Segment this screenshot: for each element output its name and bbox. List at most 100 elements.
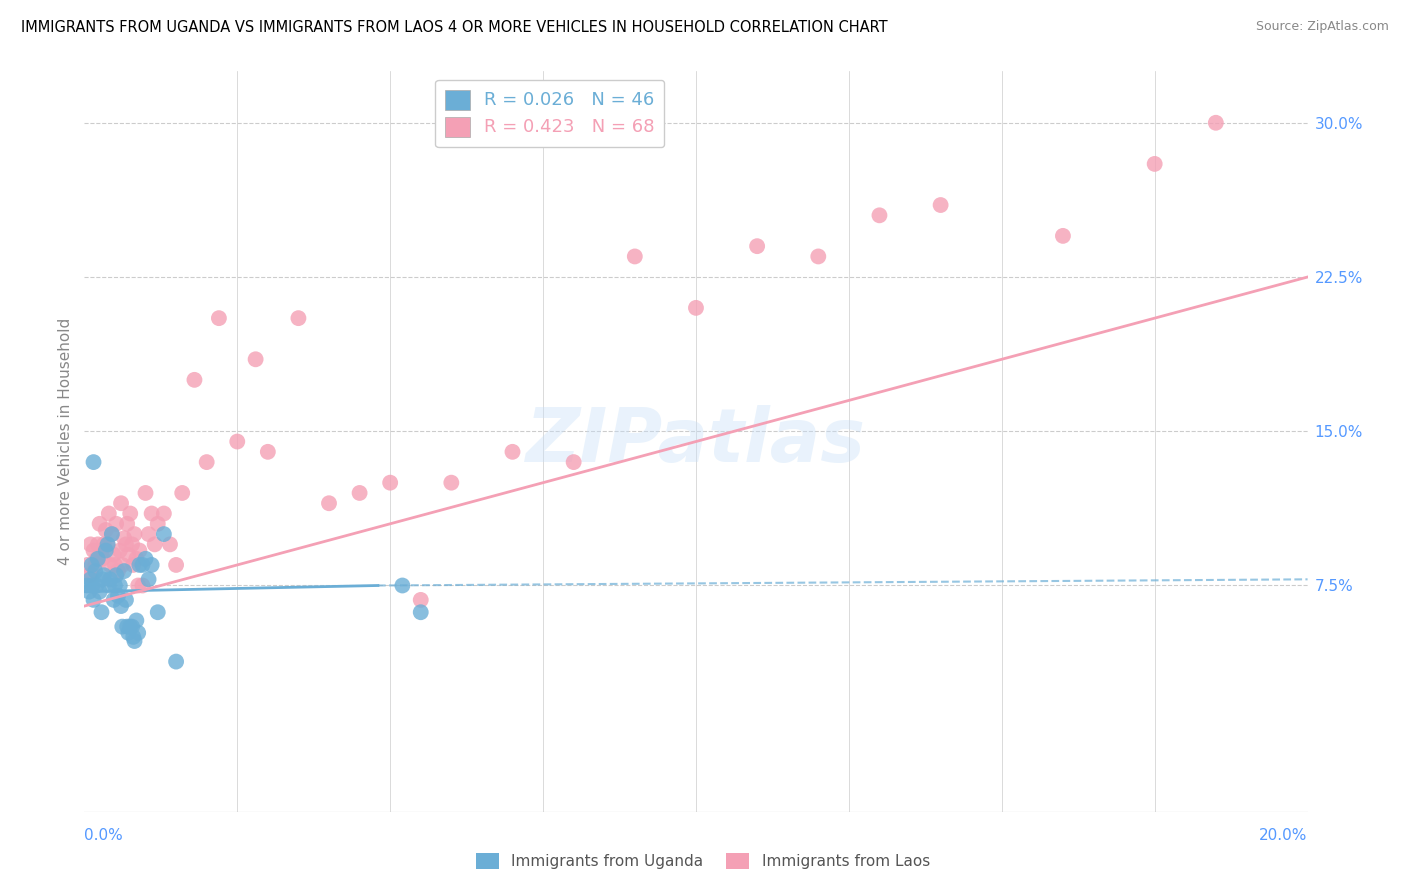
Point	[121, 620, 143, 634]
Point	[91, 551, 114, 566]
Point	[159, 537, 181, 551]
Point	[245, 352, 267, 367]
Point	[86, 578, 108, 592]
Point	[97, 578, 120, 592]
Point	[409, 605, 432, 619]
Point	[110, 496, 132, 510]
Point	[76, 558, 98, 572]
Point	[349, 486, 371, 500]
Point	[103, 548, 125, 562]
Point	[226, 434, 249, 449]
Point	[105, 516, 128, 531]
Point	[101, 527, 124, 541]
Point	[131, 578, 153, 592]
Point	[117, 625, 139, 640]
Point	[103, 593, 125, 607]
Text: IMMIGRANTS FROM UGANDA VS IMMIGRANTS FROM LAOS 4 OR MORE VEHICLES IN HOUSEHOLD C: IMMIGRANTS FROM UGANDA VS IMMIGRANTS FRO…	[21, 20, 887, 35]
Point	[112, 531, 135, 545]
Point	[128, 558, 150, 572]
Point	[869, 208, 891, 222]
Point	[105, 568, 128, 582]
Point	[409, 593, 432, 607]
Legend: Immigrants from Uganda, Immigrants from Laos: Immigrants from Uganda, Immigrants from …	[470, 847, 936, 875]
Point	[89, 516, 111, 531]
Point	[97, 537, 120, 551]
Point	[124, 527, 146, 541]
Point	[97, 537, 120, 551]
Point	[122, 630, 145, 644]
Point	[747, 239, 769, 253]
Point	[90, 543, 112, 558]
Point	[83, 455, 105, 469]
Point	[146, 605, 169, 619]
Point	[117, 548, 139, 562]
Point	[86, 551, 108, 566]
Text: 20.0%: 20.0%	[1260, 828, 1308, 843]
Text: 0.0%: 0.0%	[84, 828, 124, 843]
Point	[98, 558, 121, 572]
Point	[121, 537, 143, 551]
Point	[391, 578, 413, 592]
Point	[128, 543, 150, 558]
Point	[141, 558, 163, 572]
Point	[502, 445, 524, 459]
Y-axis label: 4 or more Vehicles in Household: 4 or more Vehicles in Household	[58, 318, 73, 566]
Point	[115, 537, 138, 551]
Point	[131, 558, 153, 572]
Point	[93, 568, 115, 582]
Point	[84, 564, 107, 578]
Point	[79, 537, 101, 551]
Point	[87, 537, 110, 551]
Point	[1205, 116, 1227, 130]
Point	[165, 655, 187, 669]
Point	[104, 558, 127, 572]
Point	[87, 551, 110, 566]
Point	[111, 558, 134, 572]
Point	[80, 568, 103, 582]
Point	[89, 584, 111, 599]
Point	[82, 578, 104, 592]
Point	[80, 558, 103, 572]
Point	[685, 301, 707, 315]
Point	[76, 578, 98, 592]
Text: Source: ZipAtlas.com: Source: ZipAtlas.com	[1256, 20, 1389, 33]
Point	[153, 527, 176, 541]
Point	[108, 543, 131, 558]
Point	[111, 620, 134, 634]
Point	[79, 572, 101, 586]
Point	[208, 311, 231, 326]
Point	[624, 250, 647, 264]
Point	[1143, 157, 1166, 171]
Point	[77, 584, 100, 599]
Point	[380, 475, 402, 490]
Point	[90, 605, 112, 619]
Point	[165, 558, 187, 572]
Point	[110, 599, 132, 613]
Point	[84, 558, 107, 572]
Point	[108, 578, 131, 592]
Point	[107, 564, 129, 578]
Point	[122, 558, 145, 572]
Point	[135, 486, 157, 500]
Point	[440, 475, 463, 490]
Point	[183, 373, 205, 387]
Point	[93, 537, 115, 551]
Point	[125, 551, 148, 566]
Point	[127, 625, 149, 640]
Point	[115, 620, 138, 634]
Point	[172, 486, 194, 500]
Point	[97, 507, 120, 521]
Point	[112, 564, 135, 578]
Point	[287, 311, 309, 326]
Point	[138, 572, 160, 586]
Point	[562, 455, 585, 469]
Point	[101, 527, 124, 541]
Point	[138, 527, 160, 541]
Point	[83, 593, 105, 607]
Point	[125, 614, 148, 628]
Point	[107, 589, 129, 603]
Point	[135, 551, 157, 566]
Point	[318, 496, 340, 510]
Point	[1052, 228, 1074, 243]
Point	[153, 507, 176, 521]
